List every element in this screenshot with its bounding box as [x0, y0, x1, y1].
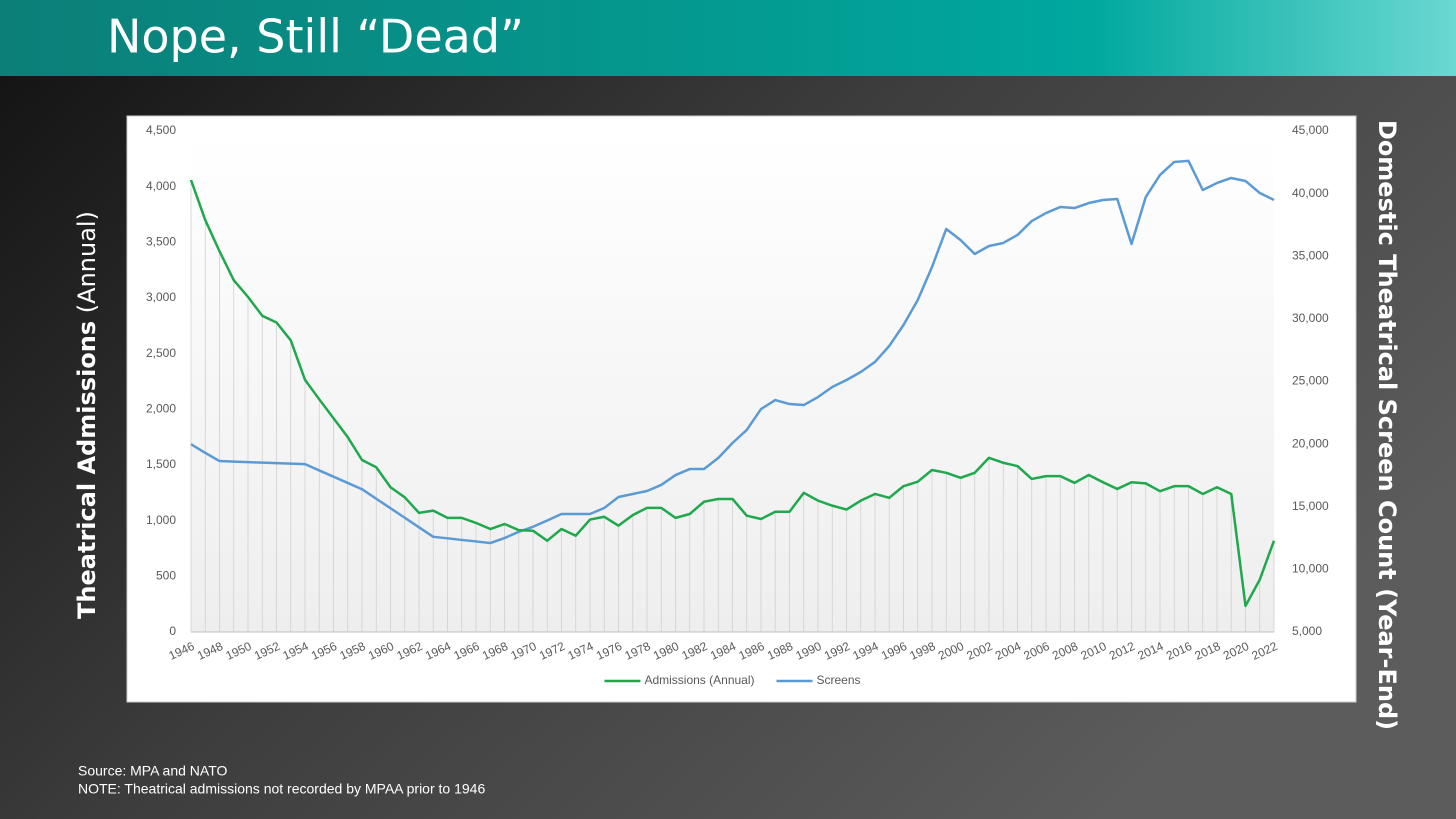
header-band [0, 0, 1456, 76]
y2-tick-label: 40,000 [1292, 186, 1329, 200]
series-line [189, 179, 1276, 608]
series-line [190, 159, 1275, 545]
y-axis-label-main: Theatrical Admissions [73, 321, 101, 619]
y2-tick-label: 5,000 [1292, 624, 1322, 638]
y-tick-label: 0 [169, 624, 176, 638]
legend-label: Screens [817, 673, 861, 687]
y2-tick-label: 35,000 [1292, 248, 1329, 262]
y-tick-label: 500 [156, 569, 176, 583]
footnote: NOTE: Theatrical admissions not recorded… [78, 781, 485, 797]
legend-label: Admissions (Annual) [644, 673, 754, 687]
y-tick-label: 4,500 [146, 123, 176, 137]
y-axis-label: Theatrical Admissions (Annual) [73, 211, 101, 619]
y-tick-label: 3,500 [146, 235, 176, 249]
y2-tick-label: 30,000 [1292, 311, 1329, 325]
y-tick-label: 2,000 [146, 402, 176, 416]
y2-tick-label: 15,000 [1292, 499, 1329, 513]
y-tick-label: 3,000 [146, 290, 176, 304]
y-tick-label: 1,000 [146, 513, 176, 527]
y2-tick-label: 45,000 [1292, 123, 1329, 137]
slide-title: Nope, Still “Dead” [107, 10, 524, 64]
y-tick-label: 1,500 [146, 457, 176, 471]
y-tick-label: 4,000 [146, 179, 176, 193]
footnote: Source: MPA and NATO [78, 763, 228, 779]
y-axis-label-unit: (Annual) [73, 211, 101, 313]
y-tick-label: 2,500 [146, 346, 176, 360]
y2-tick-label: 25,000 [1292, 374, 1329, 388]
y2-axis-label: Domestic Theatrical Screen Count (Year-E… [1373, 120, 1401, 730]
y2-tick-label: 20,000 [1292, 436, 1329, 450]
y2-tick-label: 10,000 [1292, 562, 1329, 576]
